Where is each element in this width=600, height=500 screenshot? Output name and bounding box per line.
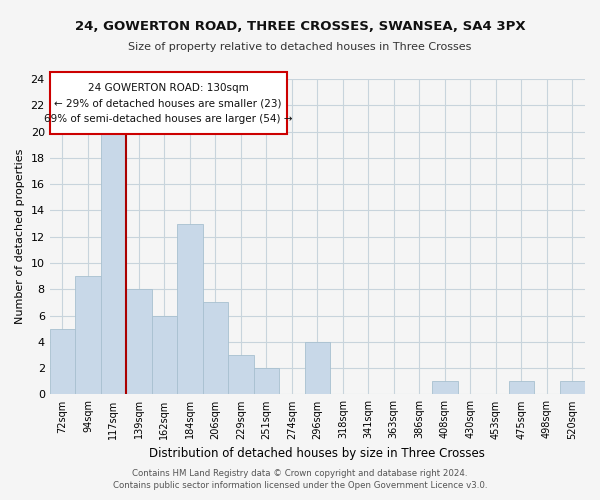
Bar <box>101 132 126 394</box>
Text: 24, GOWERTON ROAD, THREE CROSSES, SWANSEA, SA4 3PX: 24, GOWERTON ROAD, THREE CROSSES, SWANSE… <box>74 20 526 33</box>
Y-axis label: Number of detached properties: Number of detached properties <box>15 149 25 324</box>
Bar <box>305 342 330 394</box>
X-axis label: Distribution of detached houses by size in Three Crosses: Distribution of detached houses by size … <box>149 447 485 460</box>
Text: Size of property relative to detached houses in Three Crosses: Size of property relative to detached ho… <box>128 42 472 52</box>
Bar <box>432 382 458 394</box>
Bar <box>152 316 177 394</box>
Bar <box>177 224 203 394</box>
Bar <box>50 328 75 394</box>
Text: Contains HM Land Registry data © Crown copyright and database right 2024.
Contai: Contains HM Land Registry data © Crown c… <box>113 468 487 490</box>
FancyBboxPatch shape <box>50 72 287 134</box>
Bar <box>75 276 101 394</box>
Bar <box>228 355 254 395</box>
Bar <box>126 290 152 395</box>
Bar <box>560 382 585 394</box>
Bar <box>509 382 534 394</box>
Bar <box>203 302 228 394</box>
Text: 24 GOWERTON ROAD: 130sqm
← 29% of detached houses are smaller (23)
69% of semi-d: 24 GOWERTON ROAD: 130sqm ← 29% of detach… <box>44 83 292 124</box>
Bar <box>254 368 279 394</box>
